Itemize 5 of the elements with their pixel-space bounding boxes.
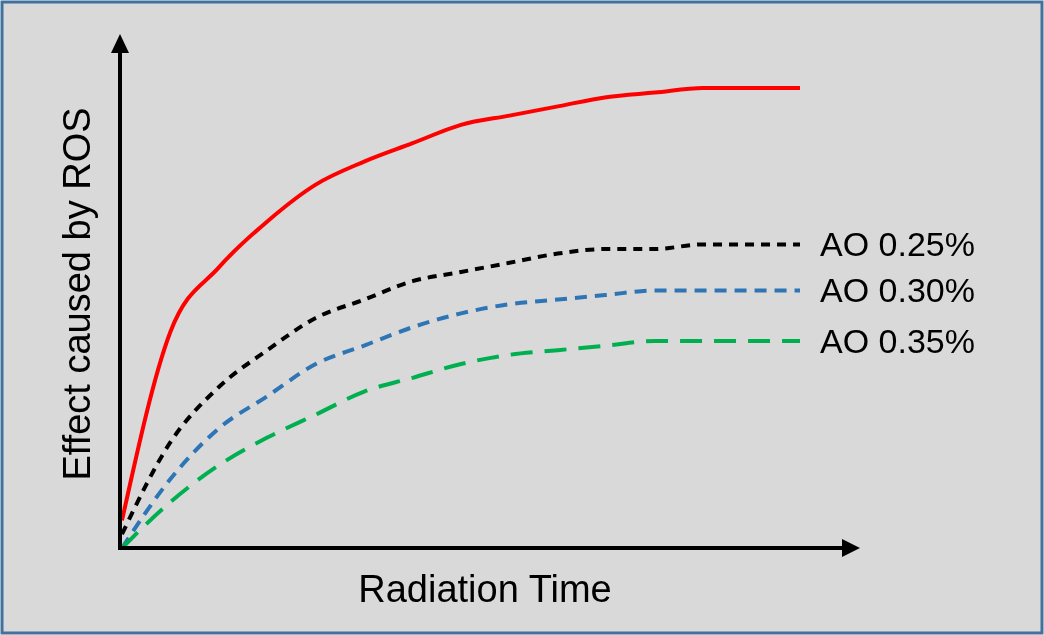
- series-label: AO 0.35%: [820, 322, 975, 360]
- y-axis-title: Effect caused by ROS: [56, 107, 98, 481]
- x-axis-title: Radiation Time: [358, 568, 612, 610]
- series-label: AO 0.30%: [820, 271, 975, 310]
- series-label: AO 0.25%: [820, 225, 975, 264]
